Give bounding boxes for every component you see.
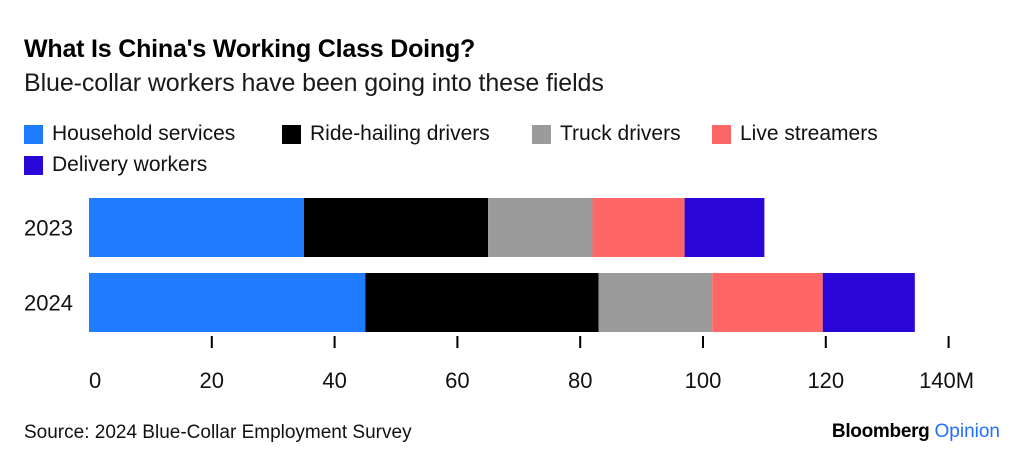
bar-household-services-2023	[89, 198, 304, 257]
chart-subtitle: Blue-collar workers have been going into…	[24, 69, 604, 97]
x-tick-label-20: 20	[200, 368, 224, 393]
x-tick-label-80: 80	[568, 368, 592, 393]
x-tick-label-100: 100	[685, 368, 722, 393]
x-tick-label-120: 120	[807, 368, 844, 393]
bar-household-services-2024	[89, 273, 366, 332]
legend-swatch	[532, 124, 551, 144]
brand-primary: Bloomberg	[831, 421, 930, 442]
legend-swatch	[712, 124, 731, 144]
chart-title: What Is China's Working Class Doing?	[24, 35, 476, 63]
legend-label: Ride-hailing drivers	[310, 122, 490, 145]
legend-item-delivery-workers: Delivery workers	[24, 151, 207, 179]
bar-truck-drivers-2024	[598, 273, 713, 332]
bar-ride-hailing-drivers-2024	[365, 273, 599, 332]
x-tick-label-40: 40	[322, 368, 346, 393]
bar-ride-hailing-drivers-2023	[303, 198, 489, 257]
stacked-bar-chart: 2023 2024 0 20 40 60 80 100 120 140M	[24, 198, 974, 393]
category-label-2024: 2024	[24, 291, 73, 316]
bar-delivery-workers-2024	[822, 273, 915, 332]
legend-swatch	[282, 124, 301, 144]
bar-truck-drivers-2023	[488, 198, 593, 257]
legend-label: Delivery workers	[52, 153, 208, 176]
brand-secondary: Opinion	[934, 421, 1001, 442]
bar-delivery-workers-2023	[684, 198, 765, 257]
bloomberg-opinion-logo: Bloomberg Opinion	[832, 421, 1000, 443]
bar-live-streamers-2024	[712, 273, 823, 332]
legend-swatch	[24, 124, 43, 144]
category-label-2023: 2023	[24, 216, 73, 241]
x-tick-label-0: 0	[89, 368, 101, 393]
source-note: Source: 2024 Blue-Collar Employment Surv…	[24, 422, 412, 443]
legend-label: Live streamers	[740, 122, 878, 145]
legend-label: Truck drivers	[560, 122, 681, 145]
bar-live-streamers-2023	[592, 198, 685, 257]
legend-item-truck-drivers: Truck drivers	[532, 120, 681, 148]
x-tick-label-60: 60	[445, 368, 469, 393]
legend-item-live-streamers: Live streamers	[712, 120, 878, 148]
x-tick-label-140: 140M	[919, 368, 974, 393]
legend-label: Household services	[52, 122, 236, 145]
legend-item-household-services: Household services	[24, 120, 235, 148]
legend-item-ride-hailing-drivers: Ride-hailing drivers	[282, 120, 490, 148]
legend-swatch	[24, 155, 43, 175]
